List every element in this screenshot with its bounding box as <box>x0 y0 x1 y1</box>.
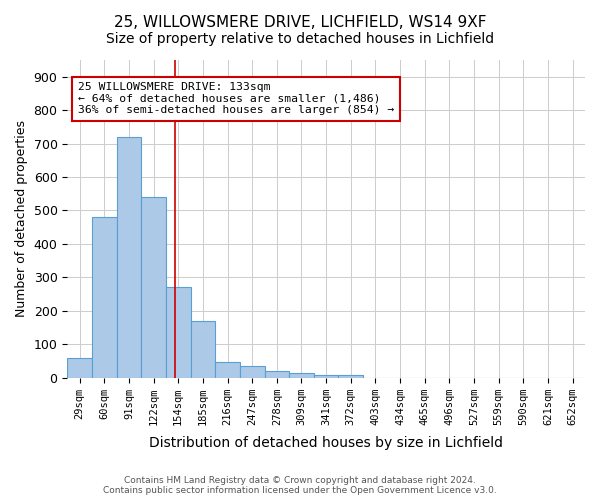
Bar <box>215 362 240 378</box>
Bar <box>191 321 215 378</box>
Text: Contains HM Land Registry data © Crown copyright and database right 2024.
Contai: Contains HM Land Registry data © Crown c… <box>103 476 497 495</box>
Bar <box>265 371 289 378</box>
Text: 25 WILLOWSMERE DRIVE: 133sqm
← 64% of detached houses are smaller (1,486)
36% of: 25 WILLOWSMERE DRIVE: 133sqm ← 64% of de… <box>77 82 394 116</box>
Bar <box>67 358 92 378</box>
Y-axis label: Number of detached properties: Number of detached properties <box>15 120 28 318</box>
X-axis label: Distribution of detached houses by size in Lichfield: Distribution of detached houses by size … <box>149 436 503 450</box>
Bar <box>314 375 338 378</box>
Text: 25, WILLOWSMERE DRIVE, LICHFIELD, WS14 9XF: 25, WILLOWSMERE DRIVE, LICHFIELD, WS14 9… <box>114 15 486 30</box>
Bar <box>92 217 116 378</box>
Bar <box>116 137 141 378</box>
Bar <box>141 197 166 378</box>
Text: Size of property relative to detached houses in Lichfield: Size of property relative to detached ho… <box>106 32 494 46</box>
Bar <box>289 372 314 378</box>
Bar <box>338 375 363 378</box>
Bar <box>166 288 191 378</box>
Bar <box>240 366 265 378</box>
